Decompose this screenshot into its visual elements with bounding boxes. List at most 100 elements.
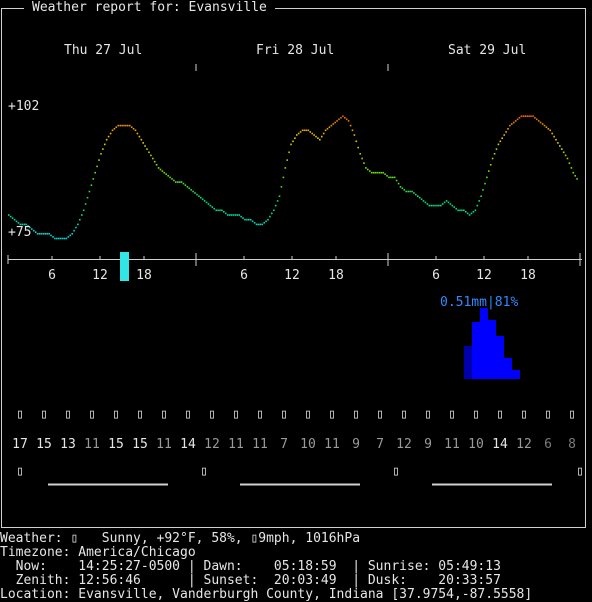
hourly-code: 14	[180, 437, 196, 452]
moon-phase-icon: ▯	[16, 464, 24, 479]
temp-point	[476, 204, 479, 207]
precip-bar	[472, 322, 480, 379]
now-dawn-sunrise-line: Now: 14:25:27-0500 | Dawn: 05:18:59 | Su…	[0, 559, 501, 574]
temp-point	[123, 124, 125, 127]
temp-point	[516, 118, 519, 121]
weather-chart	[1, 8, 586, 528]
temp-point	[59, 237, 62, 240]
temp-high-label: +102	[8, 99, 40, 114]
temp-point	[90, 184, 93, 186]
temp-point	[568, 162, 571, 164]
temp-point	[432, 204, 434, 207]
temp-low-label: +75	[8, 225, 32, 240]
temp-point	[221, 209, 223, 212]
hourly-code: 11	[84, 437, 100, 452]
temp-point	[455, 207, 457, 210]
temp-point	[562, 151, 565, 154]
temp-point	[82, 209, 85, 212]
weather-symbol-icon: ▯	[88, 407, 96, 422]
temp-point	[326, 128, 329, 130]
temp-point	[50, 234, 52, 237]
temp-point	[127, 124, 129, 127]
temp-point	[430, 204, 432, 207]
temp-point	[459, 209, 461, 212]
temp-point	[445, 200, 448, 202]
temp-point	[255, 223, 258, 226]
temp-point	[497, 143, 500, 146]
temp-point	[119, 124, 121, 127]
hour-tick-label: 6	[48, 268, 56, 283]
temp-point	[96, 165, 98, 168]
temp-point	[142, 142, 144, 144]
temp-point	[21, 223, 23, 226]
temp-point	[474, 209, 477, 212]
day-label-sat: Sat 29 Jul	[448, 43, 527, 58]
temp-point	[405, 190, 407, 193]
temp-point	[440, 204, 442, 207]
temp-point	[549, 129, 551, 132]
temp-point	[434, 204, 436, 207]
temp-point	[177, 181, 179, 183]
temp-point	[478, 200, 480, 202]
temp-point	[307, 129, 310, 132]
temp-point	[61, 237, 64, 240]
temp-point	[507, 128, 509, 130]
temp-point	[144, 145, 146, 147]
temp-point	[57, 237, 60, 240]
temp-point	[107, 135, 110, 138]
temp-point	[468, 214, 471, 216]
status-area: Weather: ▯ Sunny, +92°F, 58%, ▯9mph, 101…	[0, 532, 592, 602]
temp-point	[388, 176, 390, 179]
temp-point	[15, 220, 18, 223]
temp-point	[75, 226, 77, 229]
temp-point	[564, 154, 567, 157]
moon-phase-icon: ▯	[576, 464, 584, 479]
temp-point	[13, 218, 16, 221]
weather-symbol-icon: ▯	[256, 407, 264, 422]
temp-point	[372, 171, 375, 174]
temp-point	[328, 126, 331, 128]
temp-point	[205, 201, 208, 204]
temp-point	[292, 140, 294, 143]
precip-bar	[504, 358, 512, 379]
weather-symbol-icon: ▯	[472, 407, 480, 422]
weather-symbol-icon: ▯	[448, 407, 456, 422]
hour-tick-label: 12	[284, 268, 300, 283]
temp-point	[113, 128, 116, 130]
hour-tick-label: 6	[432, 268, 440, 283]
temp-point	[138, 135, 141, 138]
temp-point	[200, 196, 202, 199]
temp-point	[81, 214, 83, 216]
temp-point	[215, 209, 217, 212]
temp-point	[547, 128, 550, 130]
temp-point	[246, 218, 248, 221]
temp-point	[228, 214, 231, 216]
temp-point	[79, 218, 81, 221]
hourly-code: 15	[108, 437, 124, 452]
temp-point	[466, 212, 469, 215]
temp-point	[69, 234, 71, 237]
temp-point	[428, 204, 431, 207]
precip-bar	[464, 346, 472, 379]
temp-point	[349, 124, 352, 127]
hourly-code: 12	[204, 437, 220, 452]
temp-point	[486, 176, 488, 179]
precip-bar	[512, 370, 520, 379]
temp-point	[130, 126, 133, 128]
weather-symbol-icon: ▯	[352, 407, 360, 422]
temp-point	[397, 182, 400, 185]
temp-point	[403, 189, 406, 191]
weather-symbol-icon: ▯	[328, 407, 336, 422]
temp-point	[570, 167, 573, 169]
temp-point	[363, 162, 365, 164]
hourly-code: 17	[12, 437, 28, 452]
temp-point	[522, 115, 525, 117]
temp-point	[501, 137, 503, 139]
temp-point	[244, 218, 246, 221]
timezone-line: Timezone: America/Chicago	[0, 545, 196, 560]
temp-point	[11, 217, 14, 219]
temp-point	[190, 189, 192, 191]
temp-point	[524, 115, 527, 117]
temp-point	[88, 190, 91, 193]
temp-point	[438, 204, 440, 207]
